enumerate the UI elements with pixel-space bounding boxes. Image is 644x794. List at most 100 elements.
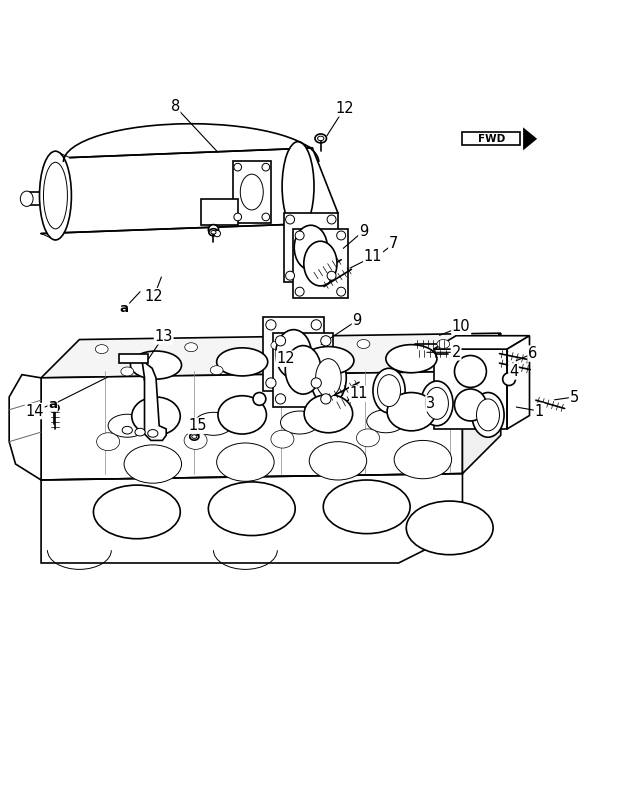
Ellipse shape xyxy=(503,372,515,386)
Text: 10: 10 xyxy=(452,319,471,334)
Ellipse shape xyxy=(310,351,346,405)
Ellipse shape xyxy=(337,231,346,240)
Ellipse shape xyxy=(147,430,158,437)
Text: 8: 8 xyxy=(171,99,180,114)
Ellipse shape xyxy=(316,359,341,397)
Text: 2: 2 xyxy=(451,345,460,360)
Text: a: a xyxy=(48,398,57,411)
Ellipse shape xyxy=(304,241,337,286)
Text: 4: 4 xyxy=(509,364,518,379)
Text: 11: 11 xyxy=(350,387,368,401)
Ellipse shape xyxy=(295,287,304,296)
Ellipse shape xyxy=(477,399,500,431)
Text: 9: 9 xyxy=(359,223,368,238)
Ellipse shape xyxy=(216,348,268,376)
Polygon shape xyxy=(41,473,462,563)
Ellipse shape xyxy=(285,272,294,280)
Text: 6: 6 xyxy=(528,346,537,361)
Ellipse shape xyxy=(311,378,321,388)
Ellipse shape xyxy=(271,341,284,349)
Ellipse shape xyxy=(97,433,120,451)
Ellipse shape xyxy=(93,485,180,539)
Ellipse shape xyxy=(285,345,321,394)
Ellipse shape xyxy=(295,231,304,240)
Ellipse shape xyxy=(218,395,267,434)
Polygon shape xyxy=(41,333,501,378)
Ellipse shape xyxy=(315,134,327,143)
Ellipse shape xyxy=(327,272,336,280)
Ellipse shape xyxy=(121,367,134,376)
Ellipse shape xyxy=(214,230,220,237)
Ellipse shape xyxy=(211,366,223,375)
Bar xyxy=(119,353,147,363)
Ellipse shape xyxy=(184,431,207,449)
Ellipse shape xyxy=(276,394,285,404)
Ellipse shape xyxy=(135,428,145,436)
Ellipse shape xyxy=(317,137,324,141)
Ellipse shape xyxy=(122,426,133,434)
Ellipse shape xyxy=(285,215,294,224)
Ellipse shape xyxy=(455,356,486,387)
Ellipse shape xyxy=(209,225,218,235)
Ellipse shape xyxy=(262,164,270,171)
Ellipse shape xyxy=(406,501,493,555)
Polygon shape xyxy=(462,333,501,473)
Ellipse shape xyxy=(455,389,486,421)
Ellipse shape xyxy=(373,368,405,413)
Ellipse shape xyxy=(311,320,321,330)
Ellipse shape xyxy=(240,174,263,210)
Ellipse shape xyxy=(387,392,435,431)
Ellipse shape xyxy=(271,430,294,448)
Ellipse shape xyxy=(327,215,336,224)
Text: 9: 9 xyxy=(352,313,362,328)
Ellipse shape xyxy=(294,225,327,270)
Ellipse shape xyxy=(209,482,295,535)
Bar xyxy=(273,333,334,407)
Ellipse shape xyxy=(49,404,59,412)
Text: 13: 13 xyxy=(155,329,173,344)
Ellipse shape xyxy=(366,410,405,433)
Ellipse shape xyxy=(262,213,270,221)
Ellipse shape xyxy=(185,343,198,352)
Ellipse shape xyxy=(281,411,319,434)
Text: 1: 1 xyxy=(535,403,544,418)
Polygon shape xyxy=(507,336,529,429)
Ellipse shape xyxy=(321,336,331,346)
Polygon shape xyxy=(41,372,462,480)
Ellipse shape xyxy=(234,164,242,171)
Ellipse shape xyxy=(209,229,218,236)
Text: 14: 14 xyxy=(26,403,44,418)
Ellipse shape xyxy=(216,443,274,481)
Text: 12: 12 xyxy=(145,289,164,303)
Text: 15: 15 xyxy=(188,418,207,434)
Ellipse shape xyxy=(124,445,182,484)
Ellipse shape xyxy=(323,480,410,534)
Ellipse shape xyxy=(194,412,232,435)
Polygon shape xyxy=(9,375,41,480)
Ellipse shape xyxy=(426,387,448,419)
Ellipse shape xyxy=(309,441,366,480)
Ellipse shape xyxy=(131,351,182,379)
Ellipse shape xyxy=(472,392,504,437)
Ellipse shape xyxy=(296,364,309,372)
Bar xyxy=(293,229,348,298)
Text: a: a xyxy=(120,303,129,315)
Ellipse shape xyxy=(190,433,199,440)
Ellipse shape xyxy=(132,397,180,435)
Ellipse shape xyxy=(211,230,216,234)
Ellipse shape xyxy=(276,336,285,346)
Ellipse shape xyxy=(377,375,401,407)
Ellipse shape xyxy=(282,141,314,231)
Ellipse shape xyxy=(108,414,146,437)
Ellipse shape xyxy=(394,441,451,479)
Bar xyxy=(263,317,324,391)
Ellipse shape xyxy=(39,151,71,240)
Ellipse shape xyxy=(266,320,276,330)
Ellipse shape xyxy=(304,395,353,433)
Ellipse shape xyxy=(253,392,266,405)
Ellipse shape xyxy=(357,340,370,349)
Text: 12: 12 xyxy=(276,351,295,366)
Text: 5: 5 xyxy=(569,390,579,404)
Bar xyxy=(284,213,338,282)
Text: 3: 3 xyxy=(426,396,435,410)
